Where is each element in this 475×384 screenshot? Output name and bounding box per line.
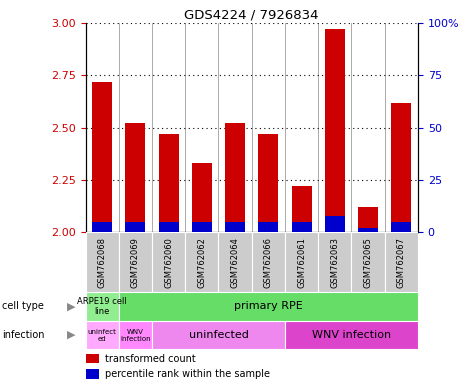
Text: GSM762061: GSM762061 xyxy=(297,237,306,288)
Bar xyxy=(86,369,99,379)
Bar xyxy=(258,222,278,232)
Text: uninfected: uninfected xyxy=(189,330,248,340)
Bar xyxy=(86,232,119,292)
Text: GSM762069: GSM762069 xyxy=(131,237,140,288)
Text: percentile rank within the sample: percentile rank within the sample xyxy=(105,369,270,379)
Bar xyxy=(86,292,119,321)
Bar xyxy=(119,232,152,292)
Text: WNV infection: WNV infection xyxy=(312,330,391,340)
Text: GSM762067: GSM762067 xyxy=(397,237,406,288)
Bar xyxy=(125,222,145,232)
Text: cell type: cell type xyxy=(2,301,44,311)
Bar xyxy=(385,232,418,292)
Title: GDS4224 / 7926834: GDS4224 / 7926834 xyxy=(184,9,319,22)
Bar xyxy=(391,222,411,232)
Text: ARPE19 cell
line: ARPE19 cell line xyxy=(77,296,127,316)
Text: GSM762066: GSM762066 xyxy=(264,237,273,288)
Bar xyxy=(159,222,179,232)
Bar xyxy=(125,124,145,232)
Bar xyxy=(285,321,418,349)
Text: WNV
infection: WNV infection xyxy=(120,329,151,341)
Bar xyxy=(185,232,218,292)
Text: GSM762065: GSM762065 xyxy=(364,237,372,288)
Bar xyxy=(192,163,212,232)
Bar xyxy=(292,186,312,232)
Bar xyxy=(86,321,119,349)
Text: GSM762068: GSM762068 xyxy=(98,237,106,288)
Bar xyxy=(252,232,285,292)
Bar xyxy=(325,29,345,232)
Bar xyxy=(391,103,411,232)
Bar xyxy=(192,222,212,232)
Bar xyxy=(92,222,112,232)
Text: infection: infection xyxy=(2,330,45,340)
Bar xyxy=(119,321,152,349)
Bar xyxy=(159,134,179,232)
Bar xyxy=(352,232,385,292)
Bar xyxy=(318,232,352,292)
Bar xyxy=(218,232,252,292)
Bar xyxy=(358,228,378,232)
Bar xyxy=(292,222,312,232)
Text: GSM762060: GSM762060 xyxy=(164,237,173,288)
Text: transformed count: transformed count xyxy=(105,354,196,364)
Text: GSM762063: GSM762063 xyxy=(331,237,339,288)
Bar xyxy=(152,321,285,349)
Bar xyxy=(152,232,185,292)
Bar xyxy=(92,82,112,232)
Text: GSM762062: GSM762062 xyxy=(198,237,206,288)
Text: uninfect
ed: uninfect ed xyxy=(88,329,116,341)
Bar xyxy=(358,207,378,232)
Text: GSM762064: GSM762064 xyxy=(231,237,239,288)
Text: ▶: ▶ xyxy=(66,301,75,311)
Bar xyxy=(86,354,99,363)
Bar xyxy=(258,134,278,232)
Bar xyxy=(225,124,245,232)
Text: ▶: ▶ xyxy=(66,330,75,340)
Bar xyxy=(225,222,245,232)
Bar xyxy=(325,215,345,232)
Bar xyxy=(285,232,318,292)
Text: primary RPE: primary RPE xyxy=(234,301,303,311)
